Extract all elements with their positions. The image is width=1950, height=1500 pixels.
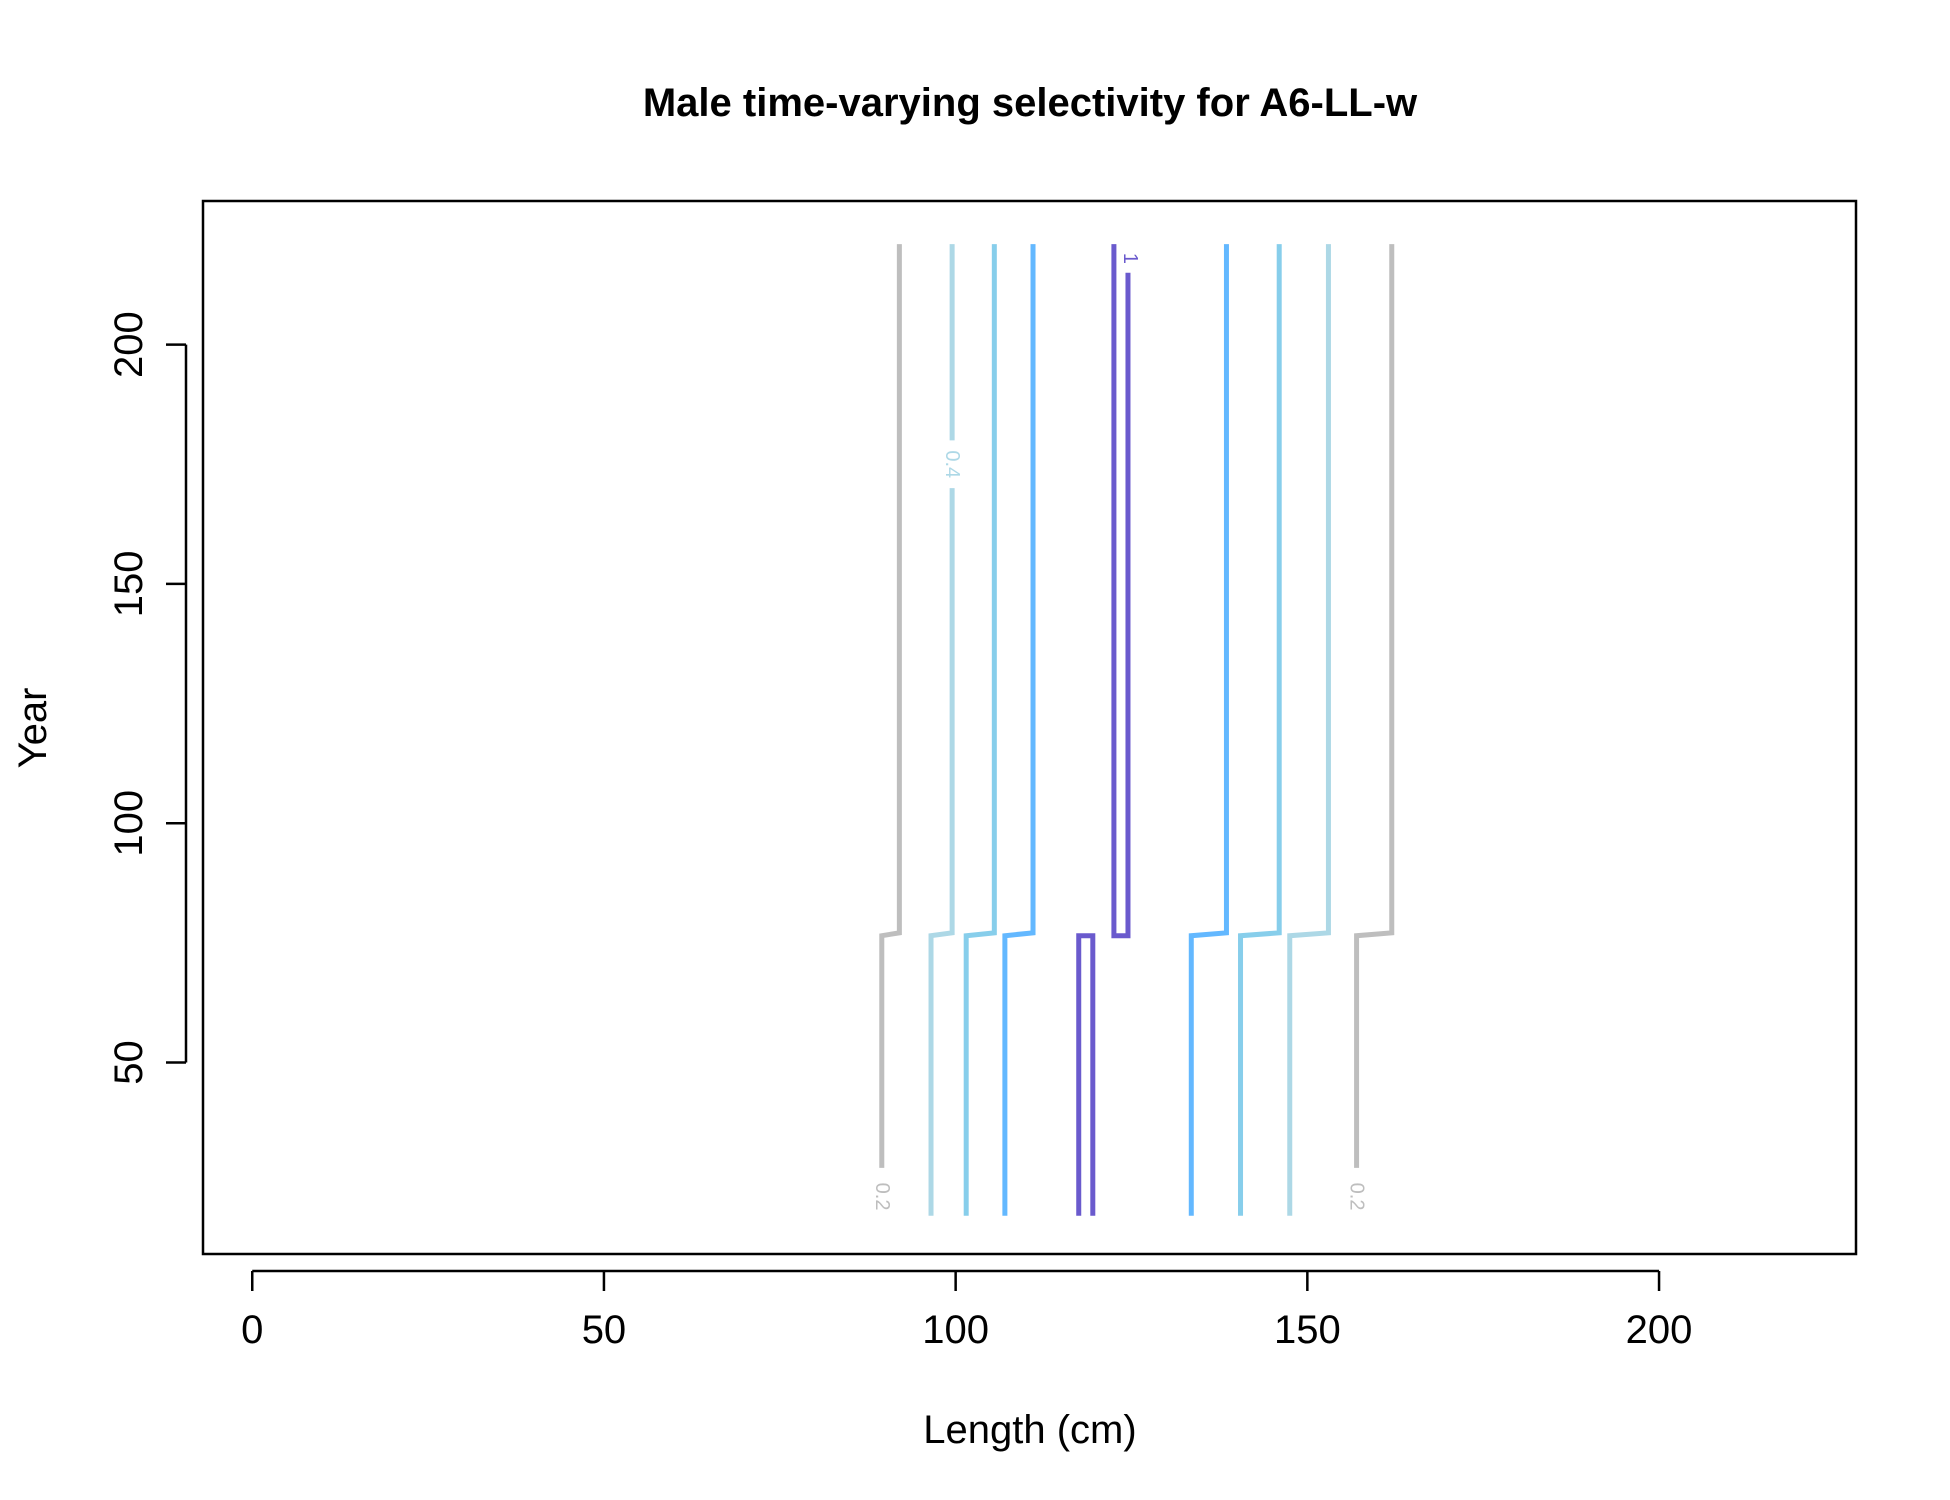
y-axis: 50 100 150 200 <box>107 311 188 1085</box>
y-tick-label: 150 <box>107 551 151 618</box>
x-axis: 0 50 100 150 200 <box>241 1269 1693 1352</box>
contour-lines: 0.2 0.4 0.2 1 <box>871 244 1395 1216</box>
y-axis-label: Year <box>11 688 55 769</box>
chart-title: Male time-varying selectivity for A6-LL-… <box>643 81 1418 125</box>
contour-path <box>879 244 902 1168</box>
contour-path <box>1238 244 1282 1216</box>
contour-left-0-6 <box>963 244 997 1216</box>
x-tick-label: 50 <box>582 1308 627 1352</box>
y-tick-label: 200 <box>107 311 151 378</box>
contour-left-0-4: 0.4 <box>928 244 963 1216</box>
contour-peak-early <box>1076 933 1096 1216</box>
contour-path <box>1002 244 1036 1216</box>
contour-right-0-6 <box>1238 244 1282 1216</box>
contour-path <box>1076 933 1096 1216</box>
contour-peak-late: 1 <box>1111 244 1141 939</box>
contour-path <box>1287 244 1331 1216</box>
contour-label: 0.2 <box>871 1183 893 1211</box>
plot-frame <box>201 199 1858 1256</box>
contour-left-0-2: 0.2 <box>871 244 902 1211</box>
contour-right-0-4 <box>1287 244 1331 1216</box>
contour-label: 0.4 <box>941 450 963 478</box>
x-tick-label: 0 <box>241 1308 263 1352</box>
contour-path <box>1354 244 1395 1168</box>
y-tick-label: 100 <box>107 790 151 857</box>
y-tick-label: 50 <box>107 1040 151 1085</box>
x-tick-label: 200 <box>1626 1308 1693 1352</box>
contour-label: 1 <box>1119 253 1141 264</box>
x-axis-label: Length (cm) <box>923 1408 1136 1452</box>
contour-label: 0.2 <box>1346 1183 1368 1211</box>
contour-path <box>1188 244 1229 1216</box>
x-tick-label: 150 <box>1274 1308 1341 1352</box>
contour-left-0-8 <box>1002 244 1036 1216</box>
contour-path <box>928 488 955 1216</box>
contour-right-0-8 <box>1188 244 1229 1216</box>
contour-path <box>1111 244 1131 939</box>
x-tick-label: 100 <box>922 1308 989 1352</box>
contour-right-0-2: 0.2 <box>1346 244 1395 1211</box>
contour-path <box>963 244 997 1216</box>
